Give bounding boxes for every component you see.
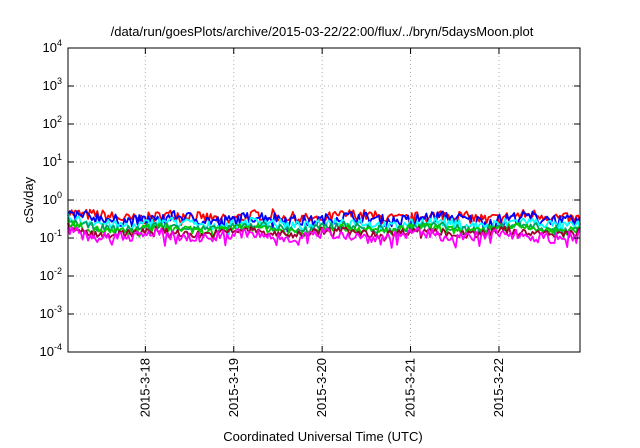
y-tick-label: 100 [43,190,62,207]
y-tick-label: 101 [43,152,62,169]
y-tick-label: 10-3 [40,304,62,321]
y-axis-label: cSv/day [21,176,36,223]
series-line [67,225,581,249]
y-tick-label: 102 [43,114,62,131]
x-axis-label: Coordinated Universal Time (UTC) [223,429,422,444]
y-tick-label: 10-4 [40,342,62,359]
y-tick-label: 104 [43,38,62,55]
x-tick-label: 2015-3-22 [491,358,506,417]
y-axis-ticks: 10-4 10-3 10-2 10-1 100 101 102 103 104 [40,38,580,359]
x-tick-label: 2015-3-19 [226,358,241,417]
y-tick-label: 103 [43,76,62,93]
data-series-group [67,208,581,249]
chart-title: /data/run/goesPlots/archive/2015-03-22/2… [111,24,534,39]
x-tick-label: 2015-3-21 [403,358,418,417]
grid-lines [68,48,580,352]
y-tick-label: 10-1 [40,228,62,245]
x-tick-label: 2015-3-20 [314,358,329,417]
x-axis-ticks: 2015-3-18 2015-3-19 2015-3-20 2015-3-21 2015… [137,48,506,417]
y-tick-label: 10-2 [40,266,62,283]
x-tick-label: 2015-3-18 [137,358,152,417]
